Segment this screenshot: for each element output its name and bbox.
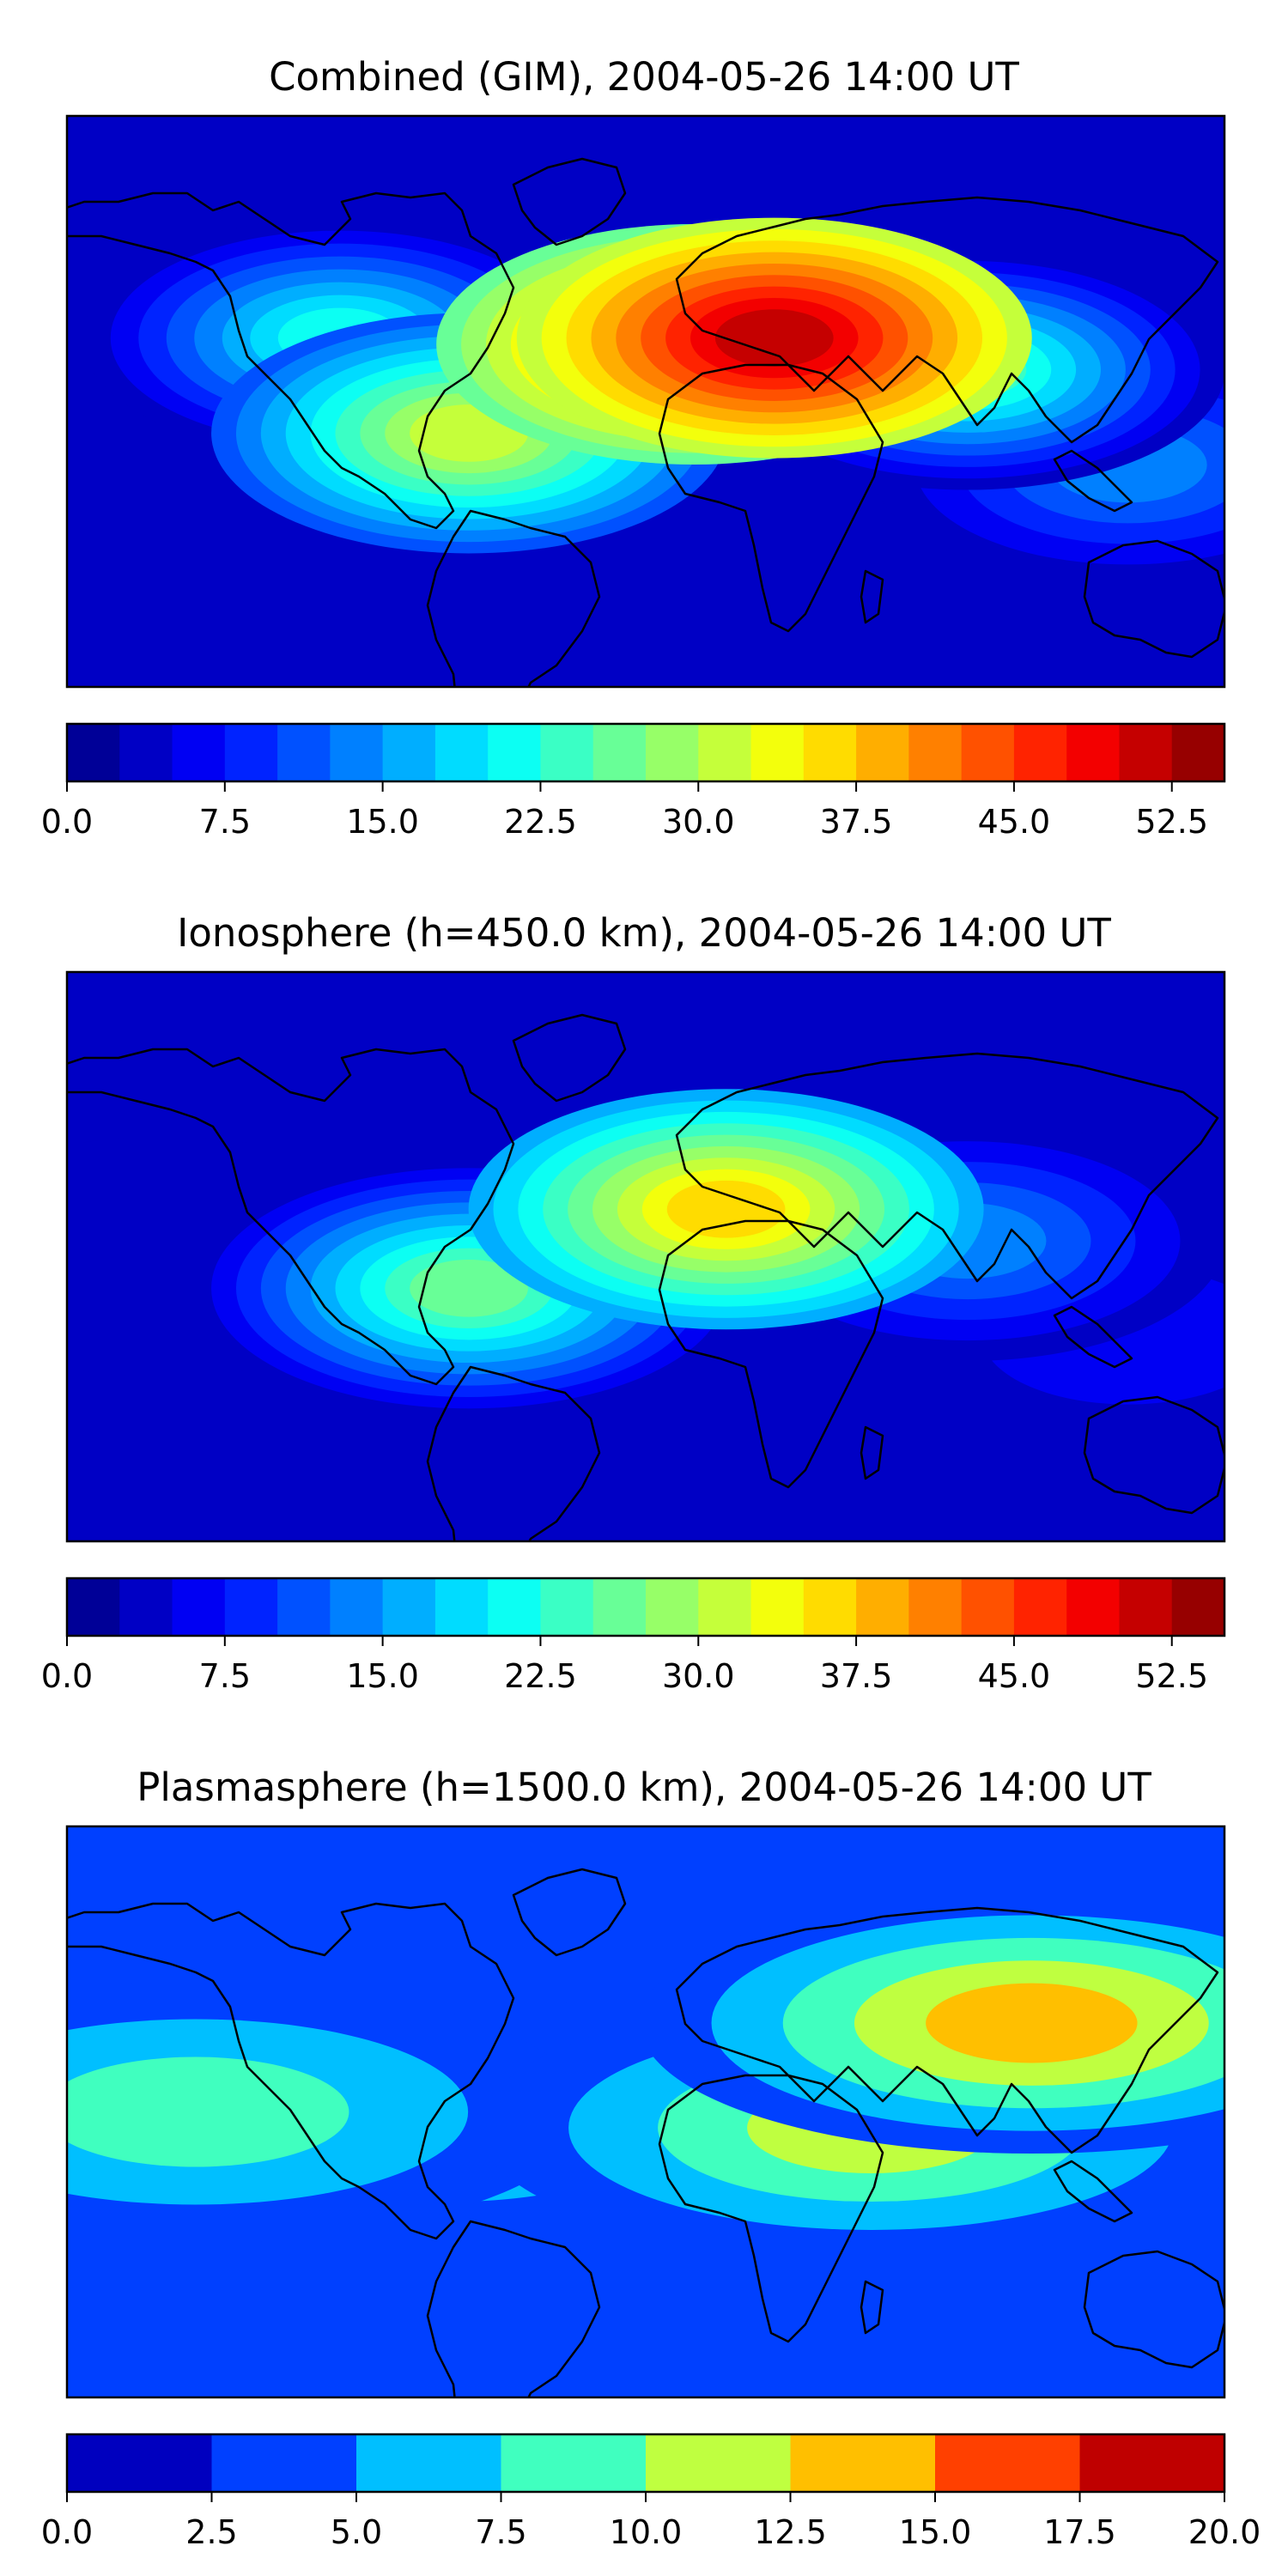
- colorbar-tick-label: 30.0: [662, 1657, 735, 1695]
- colorbar-tick-label: 52.5: [1135, 803, 1208, 841]
- colorbar-segment: [592, 724, 647, 781]
- colorbar-tick-label: 2.5: [185, 2513, 237, 2551]
- contour-band: [714, 309, 834, 367]
- colorbar-tick-label: 0.0: [41, 2513, 93, 2551]
- colorbar-segment: [224, 1578, 278, 1636]
- colorbar-tick-label: 10.0: [610, 2513, 683, 2551]
- colorbar-segment: [434, 1578, 489, 1636]
- colorbar-tick-label: 5.0: [331, 2513, 382, 2551]
- colorbar-segment: [1171, 1578, 1225, 1636]
- colorbar-segment: [803, 1578, 857, 1636]
- colorbar-segment: [750, 724, 805, 781]
- contour-band: [410, 1260, 528, 1317]
- colorbar-segment: [67, 724, 120, 781]
- colorbar-tick-label: 37.5: [820, 1657, 893, 1695]
- colorbar-segment: [224, 724, 278, 781]
- colorbar-tick-label: 22.5: [504, 1657, 577, 1695]
- map-field-2: [67, 972, 1224, 1541]
- colorbar-3: 0.0 2.5 5.0 7.5 10.0 12.5 15.0 17.5 20.0: [41, 2433, 1261, 2551]
- map-frame: [65, 114, 1226, 689]
- colorbar-segment: [856, 1578, 909, 1636]
- map-frame: [65, 970, 1226, 1543]
- colorbar-tick-label: 45.0: [978, 1657, 1051, 1695]
- map-field-1: [67, 116, 1224, 687]
- colorbar-segment: [488, 724, 542, 781]
- contour-band: [666, 1180, 786, 1238]
- colorbar-2: 0.0 7.5 15.0 22.5 30.0 37.5 45.0 52.5: [41, 1577, 1226, 1695]
- colorbar-segment: [540, 1578, 594, 1636]
- colorbar-segment: [856, 724, 909, 781]
- colorbar-segment: [908, 1578, 963, 1636]
- contour-band: [926, 1983, 1138, 2063]
- colorbar-segment: [646, 2434, 792, 2492]
- colorbar-segment: [488, 1578, 542, 1636]
- colorbar-tick-label: 7.5: [199, 803, 251, 841]
- contour-band: [67, 2057, 349, 2167]
- colorbar-tick-label: 22.5: [504, 803, 577, 841]
- colorbar-tick-label: 45.0: [978, 803, 1051, 841]
- colorbar-segment: [1066, 1578, 1121, 1636]
- colorbar-frame: [65, 722, 1226, 783]
- colorbar-1: 0.0 7.5 15.0 22.5 30.0 37.5 45.0 52.5: [41, 722, 1226, 841]
- colorbar-tick-label: 52.5: [1135, 1657, 1208, 1695]
- colorbar-tick-label: 15.0: [346, 1657, 419, 1695]
- colorbar-segment: [698, 1578, 752, 1636]
- colorbar-segment: [698, 724, 752, 781]
- panel-title-3: Plasmasphere (h=1500.0 km), 2004-05-26 1…: [137, 1765, 1151, 1810]
- colorbar-segment: [382, 724, 436, 781]
- colorbar-tick-label: 0.0: [41, 1657, 93, 1695]
- map-field-3: [67, 1826, 1224, 2397]
- colorbar-segment: [330, 1578, 384, 1636]
- colorbar-tick-label: 7.5: [199, 1657, 251, 1695]
- colorbar-segment: [1066, 724, 1121, 781]
- colorbar-segment: [961, 724, 1015, 781]
- colorbar-segment: [277, 724, 331, 781]
- colorbar-segment: [1119, 724, 1173, 781]
- panel-title-1: Combined (GIM), 2004-05-26 14:00 UT: [269, 54, 1019, 100]
- colorbar-segment: [1013, 724, 1067, 781]
- colorbar-segment: [172, 724, 226, 781]
- colorbar-segment: [330, 724, 384, 781]
- colorbar-segment: [646, 724, 699, 781]
- colorbar-segment: [172, 1578, 226, 1636]
- colorbar-segment: [356, 2434, 502, 2492]
- colorbar-segment: [935, 2434, 1081, 2492]
- colorbar-tick-label: 30.0: [662, 803, 735, 841]
- colorbar-segment: [1013, 1578, 1067, 1636]
- colorbar-tick-label: 17.5: [1043, 2513, 1116, 2551]
- colorbar-segment: [540, 724, 594, 781]
- colorbar-segment: [119, 1578, 173, 1636]
- colorbar-segment: [803, 724, 857, 781]
- colorbar-segment: [1119, 1578, 1173, 1636]
- colorbar-segment: [790, 2434, 936, 2492]
- colorbar-tick-label: 20.0: [1188, 2513, 1261, 2551]
- colorbar-segment: [67, 2434, 213, 2492]
- colorbar-tick-label: 15.0: [346, 803, 419, 841]
- colorbar-segment: [1079, 2434, 1225, 2492]
- colorbar-segment: [277, 1578, 331, 1636]
- colorbar-segment: [67, 1578, 120, 1636]
- colorbar-segment: [119, 724, 173, 781]
- colorbar-segment: [211, 2434, 357, 2492]
- colorbar-segment: [961, 1578, 1015, 1636]
- panel-title-2: Ionosphere (h=450.0 km), 2004-05-26 14:0…: [177, 910, 1111, 956]
- colorbar-segment: [750, 1578, 805, 1636]
- colorbar-tick-label: 0.0: [41, 803, 93, 841]
- colorbar-segment: [382, 1578, 436, 1636]
- colorbar-frame: [65, 1577, 1226, 1637]
- colorbar-tick-label: 15.0: [899, 2513, 972, 2551]
- colorbar-segment: [908, 724, 963, 781]
- colorbar-tick-label: 12.5: [754, 2513, 827, 2551]
- colorbar-segment: [646, 1578, 699, 1636]
- colorbar-segment: [1171, 724, 1225, 781]
- colorbar-segment: [434, 724, 489, 781]
- colorbar-segment: [501, 2434, 647, 2492]
- colorbar-tick-label: 37.5: [820, 803, 893, 841]
- colorbar-tick-label: 7.5: [475, 2513, 526, 2551]
- colorbar-segment: [592, 1578, 647, 1636]
- map-frame: [65, 1825, 1226, 2399]
